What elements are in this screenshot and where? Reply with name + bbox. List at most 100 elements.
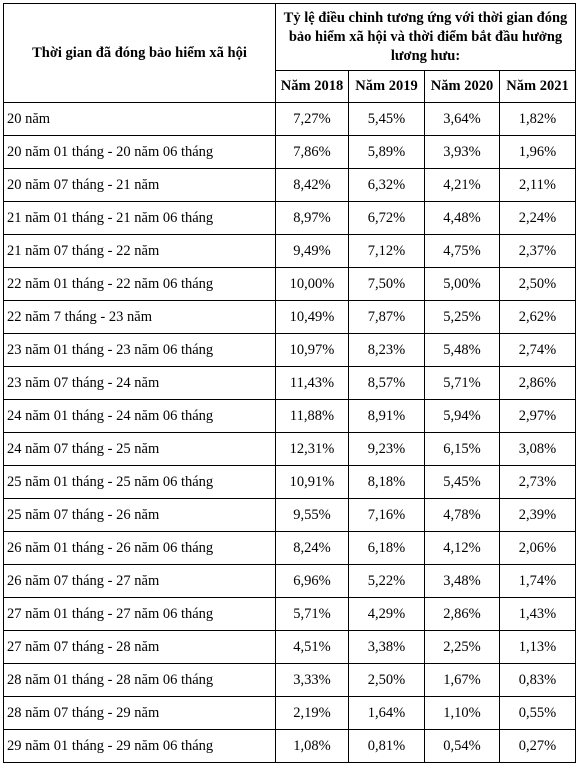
table-row: 29 năm 01 tháng - 29 năm 06 tháng 1,08% 0,… [3,729,576,763]
period-cell: 23 năm 07 tháng - 24 năm [3,366,276,400]
rate-cell-2019: 8,91% [348,399,425,433]
period-column-header: Thời gian đã đóng bảo hiểm xã hội [3,3,276,103]
rate-cell-2021: 1,82% [499,102,576,136]
rate-cell-2021: 2,62% [499,300,576,334]
rate-cell-2018: 3,33% [275,663,349,697]
rate-cell-2019: 5,45% [348,102,425,136]
rate-cell-2019: 9,23% [348,432,425,466]
table-row: 23 năm 07 tháng - 24 năm 11,43% 8,57% 5,71%… [3,366,576,400]
period-cell: 29 năm 01 tháng - 29 năm 06 tháng [3,729,276,763]
rate-cell-2021: 2,24% [499,201,576,235]
rate-cell-2020: 1,67% [424,663,500,697]
rate-cell-2021: 3,08% [499,432,576,466]
rate-cell-2019: 8,18% [348,465,425,499]
rate-cell-2019: 5,22% [348,564,425,598]
rate-cell-2019: 7,16% [348,498,425,532]
rate-cell-2020: 0,54% [424,729,500,763]
rate-cell-2020: 5,94% [424,399,500,433]
rate-cell-2020: 1,10% [424,696,500,730]
table-row: 24 năm 07 tháng - 25 năm 12,31% 9,23% 6,15%… [3,432,576,466]
rate-cell-2019: 6,18% [348,531,425,565]
rate-cell-2018: 9,49% [275,234,349,268]
rate-cell-2021: 1,74% [499,564,576,598]
rate-cell-2019: 1,64% [348,696,425,730]
period-cell: 25 năm 07 tháng - 26 năm [3,498,276,532]
rate-cell-2020: 4,78% [424,498,500,532]
rate-cell-2018: 1,08% [275,729,349,763]
period-cell: 27 năm 01 tháng - 27 năm 06 tháng [3,597,276,631]
table-row: 20 năm 07 tháng - 21 năm 8,42% 6,32% 4,21% 2… [3,168,576,202]
rate-cell-2019: 4,29% [348,597,425,631]
rate-cell-2021: 0,83% [499,663,576,697]
table-row: 25 năm 01 tháng - 25 năm 06 tháng 10,91% 8… [3,465,576,499]
rate-cell-2018: 10,49% [275,300,349,334]
period-cell: 26 năm 07 tháng - 27 năm [3,564,276,598]
rate-cell-2019: 6,72% [348,201,425,235]
rate-cell-2018: 5,71% [275,597,349,631]
rate-cell-2021: 0,27% [499,729,576,763]
period-cell: 21 năm 07 tháng - 22 năm [3,234,276,268]
rate-cell-2020: 6,15% [424,432,500,466]
period-cell: 27 năm 07 tháng - 28 năm [3,630,276,664]
rate-cell-2018: 7,27% [275,102,349,136]
table-row: 23 năm 01 tháng - 23 năm 06 tháng 10,97% 8… [3,333,576,367]
rate-cell-2020: 3,93% [424,135,500,169]
period-cell: 24 năm 07 tháng - 25 năm [3,432,276,466]
rate-cell-2019: 0,81% [348,729,425,763]
rate-cell-2021: 1,43% [499,597,576,631]
year-2020-header: Năm 2020 [424,70,500,103]
table-body: 20 năm 7,27% 5,45% 3,64% 1,82% 20 năm 01 thán… [3,102,576,763]
period-cell: 20 năm [3,102,276,136]
adjustment-rate-group-header: Tỷ lệ điều chỉnh tương ứng với thời gian… [275,3,576,71]
table-row: 28 năm 01 tháng - 28 năm 06 tháng 3,33% 2,… [3,663,576,697]
rate-cell-2020: 2,25% [424,630,500,664]
table-row: 26 năm 01 tháng - 26 năm 06 tháng 8,24% 6,… [3,531,576,565]
rate-cell-2019: 3,38% [348,630,425,664]
rate-cell-2020: 3,48% [424,564,500,598]
table-row: 20 năm 01 tháng - 20 năm 06 tháng 7,86% 5,… [3,135,576,169]
rate-cell-2020: 4,12% [424,531,500,565]
rate-cell-2019: 7,12% [348,234,425,268]
period-cell: 21 năm 01 tháng - 21 năm 06 tháng [3,201,276,235]
rate-cell-2021: 2,06% [499,531,576,565]
rate-cell-2019: 2,50% [348,663,425,697]
year-2021-header: Năm 2021 [499,70,576,103]
rate-cell-2021: 1,96% [499,135,576,169]
period-cell: 22 năm 7 tháng - 23 năm [3,300,276,334]
rate-cell-2018: 10,97% [275,333,349,367]
rate-cell-2021: 2,86% [499,366,576,400]
rate-cell-2019: 8,23% [348,333,425,367]
rate-cell-2018: 10,91% [275,465,349,499]
rate-cell-2018: 8,24% [275,531,349,565]
rate-cell-2018: 12,31% [275,432,349,466]
rate-cell-2021: 2,97% [499,399,576,433]
year-2019-header: Năm 2019 [348,70,425,103]
rate-cell-2021: 2,37% [499,234,576,268]
rate-cell-2020: 4,75% [424,234,500,268]
rate-cell-2020: 5,48% [424,333,500,367]
table-row: 20 năm 7,27% 5,45% 3,64% 1,82% [3,102,576,136]
rate-cell-2021: 2,39% [499,498,576,532]
rate-cell-2020: 3,64% [424,102,500,136]
rate-cell-2018: 10,00% [275,267,349,301]
table-row: 21 năm 01 tháng - 21 năm 06 tháng 8,97% 6,… [3,201,576,235]
table-row: 27 năm 07 tháng - 28 năm 4,51% 3,38% 2,25% 1… [3,630,576,664]
rate-cell-2018: 2,19% [275,696,349,730]
rate-cell-2018: 8,42% [275,168,349,202]
rate-cell-2019: 6,32% [348,168,425,202]
pension-adjustment-table: Thời gian đã đóng bảo hiểm xã hội Tỷ lệ … [3,3,576,763]
period-cell: 25 năm 01 tháng - 25 năm 06 tháng [3,465,276,499]
rate-cell-2018: 11,43% [275,366,349,400]
rate-cell-2020: 4,48% [424,201,500,235]
period-cell: 22 năm 01 tháng - 22 năm 06 tháng [3,267,276,301]
rate-cell-2020: 5,45% [424,465,500,499]
table-row: 26 năm 07 tháng - 27 năm 6,96% 5,22% 3,48% 1… [3,564,576,598]
period-cell: 20 năm 07 tháng - 21 năm [3,168,276,202]
rate-cell-2019: 7,50% [348,267,425,301]
table-row: 28 năm 07 tháng - 29 năm 2,19% 1,64% 1,10% 0… [3,696,576,730]
rate-cell-2020: 2,86% [424,597,500,631]
rate-cell-2021: 1,13% [499,630,576,664]
rate-cell-2020: 5,71% [424,366,500,400]
rate-cell-2021: 2,73% [499,465,576,499]
rate-cell-2020: 5,25% [424,300,500,334]
